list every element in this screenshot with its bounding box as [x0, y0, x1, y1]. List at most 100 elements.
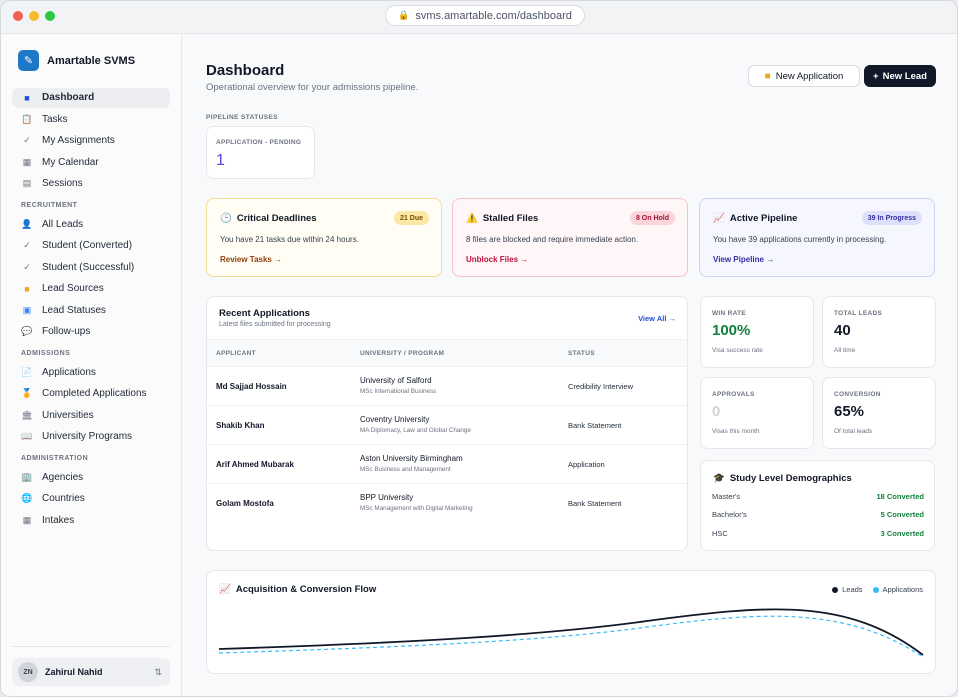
alert-title-text: Active Pipeline	[729, 213, 798, 224]
sidebar-item-label: Lead Statuses	[42, 304, 106, 316]
legend-label: Applications	[882, 585, 923, 594]
sidebar-item-dashboard[interactable]: ■ Dashboard	[12, 88, 170, 108]
new-lead-label: New Lead	[882, 70, 927, 82]
unblock-files-link[interactable]: Unblock Files →	[466, 255, 529, 264]
sidebar-item-university-programs[interactable]: 📖 University Programs	[12, 427, 170, 447]
table-row[interactable]: Shakib Khan Coventry University MA Diplo…	[207, 406, 687, 445]
sidebar-item-student-successful[interactable]: ✓ Student (Successful)	[12, 258, 170, 278]
sidebar-item-intakes[interactable]: ▦ Intakes	[12, 511, 170, 531]
table-row[interactable]: Golam Mostofa BPP University MSc Managem…	[207, 484, 687, 523]
calendar-icon: ▦	[22, 156, 32, 167]
sidebar-item-tasks[interactable]: 📋 Tasks	[12, 110, 170, 130]
sidebar-item-lead-statuses[interactable]: ▣ Lead Statuses	[12, 301, 170, 321]
url-text: svms.amartable.com/dashboard	[415, 9, 572, 22]
stat-label: TOTAL LEADS	[834, 310, 883, 317]
medal-icon: 🏅	[21, 388, 33, 399]
table-row[interactable]: Arif Ahmed Mubarak Aston University Birm…	[207, 445, 687, 484]
main-content: Dashboard Operational overview for your …	[182, 34, 957, 696]
maximize-window-button[interactable]	[45, 11, 55, 21]
application-status: Application	[568, 460, 605, 469]
demographic-row: Bachelor's 5 Converted	[712, 510, 924, 522]
application-status: Credibility Interview	[568, 382, 634, 391]
pipeline-status-card[interactable]: APPLICATION - PENDING 1	[206, 126, 315, 179]
sidebar-item-applications[interactable]: 📄 Applications	[12, 363, 170, 383]
stat-label: WIN RATE	[712, 310, 747, 317]
sidebar-item-label: My Assignments	[42, 135, 115, 147]
acquisition-conversion-flow-panel: 📈 Acquisition & Conversion Flow Leads App…	[206, 570, 936, 674]
browser-titlebar: 🔒 svms.amartable.com/dashboard	[1, 1, 957, 34]
section-heading-recruitment: RECRUITMENT	[21, 201, 78, 209]
applicant-name: Md Sajjad Hossain	[216, 382, 287, 391]
column-header-applicant[interactable]: APPLICANT	[216, 350, 256, 357]
table-row[interactable]: Md Sajjad Hossain University of Salford …	[207, 367, 687, 406]
close-window-button[interactable]	[13, 11, 23, 21]
sidebar-item-countries[interactable]: 🌐 Countries	[12, 489, 170, 509]
folder-icon: ■	[764, 70, 771, 82]
address-bar[interactable]: 🔒 svms.amartable.com/dashboard	[385, 5, 585, 26]
review-tasks-link[interactable]: Review Tasks →	[220, 255, 283, 264]
alert-text: 8 files are blocked and require immediat…	[466, 235, 639, 244]
sidebar-item-label: My Calendar	[42, 156, 99, 168]
pipeline-statuses-heading: PIPELINE STATUSES	[206, 114, 278, 121]
check-icon: ✓	[23, 135, 31, 146]
sidebar-item-label: Countries	[42, 493, 85, 505]
applicant-name: Arif Ahmed Mubarak	[216, 460, 294, 469]
calendar-icon: ▦	[22, 514, 32, 525]
applicant-name: Shakib Khan	[216, 421, 265, 430]
legend-item-leads: Leads	[832, 585, 863, 594]
legend-dot	[872, 586, 879, 593]
sidebar-item-completed-applications[interactable]: 🏅 Completed Applications	[12, 384, 170, 404]
total-leads-card: TOTAL LEADS 40 All time	[822, 296, 936, 368]
view-pipeline-link[interactable]: View Pipeline →	[713, 255, 775, 264]
alert-text: You have 39 applications currently in pr…	[713, 235, 887, 244]
sidebar-item-label: Applications	[42, 366, 96, 378]
new-application-button[interactable]: ■ New Application	[748, 65, 860, 87]
chat-icon: 💬	[21, 326, 33, 337]
sidebar-item-label: Sessions	[42, 178, 83, 190]
sidebar-item-label: Agencies	[42, 471, 84, 483]
sidebar-item-sessions[interactable]: ▤ Sessions	[12, 174, 170, 194]
applications-series-line	[218, 615, 924, 658]
pipeline-status-label: APPLICATION - PENDING	[216, 139, 302, 146]
column-header-university[interactable]: UNIVERSITY / PROGRAM	[360, 350, 445, 357]
chart-legend: Leads Applications	[832, 585, 923, 594]
alert-title: ⚠️ Stalled Files	[466, 213, 538, 224]
sidebar-item-agencies[interactable]: 🏢 Agencies	[12, 468, 170, 488]
view-all-link[interactable]: View All →	[638, 314, 676, 323]
sidebar-item-follow-ups[interactable]: 💬 Follow-ups	[12, 322, 170, 342]
legend-label: Leads	[842, 585, 863, 594]
demographic-row: HSC 3 Converted	[712, 529, 924, 541]
sidebar-item-universities[interactable]: 🏛 Universities	[12, 406, 170, 426]
sidebar-item-lead-sources[interactable]: ■ Lead Sources	[12, 279, 170, 299]
study-level-demographics-panel: 🎓 Study Level Demographics Master's 18 Co…	[700, 460, 935, 551]
flow-chart	[218, 608, 924, 658]
brand[interactable]: ✎ Amartable SVMS	[18, 50, 135, 71]
user-menu[interactable]: ZN Zahirul Nahid ⇅	[12, 658, 170, 686]
stat-caption: Visa success rate	[712, 347, 763, 354]
divider	[12, 646, 170, 647]
legend-item-applications: Applications	[872, 585, 923, 594]
applicant-name: Golam Mostofa	[216, 499, 274, 508]
sidebar-item-label: Intakes	[42, 514, 75, 526]
section-heading-administration: ADMINISTRATION	[21, 454, 89, 462]
globe-icon: 🌐	[21, 493, 33, 504]
check-icon: ✓	[23, 240, 31, 251]
sidebar-item-student-converted[interactable]: ✓ Student (Converted)	[12, 236, 170, 256]
sidebar-item-my-assignments[interactable]: ✓ My Assignments	[12, 131, 170, 151]
university-name: BPP University	[360, 493, 414, 502]
table-header: APPLICANT UNIVERSITY / PROGRAM STATUS	[207, 339, 687, 367]
user-name: Zahirul Nahid	[45, 667, 103, 677]
panel-title: Recent Applications	[219, 308, 310, 319]
sidebar-item-label: Lead Sources	[42, 283, 104, 295]
sidebar-item-my-calendar[interactable]: ▦ My Calendar	[12, 153, 170, 173]
sidebar-item-label: Student (Converted)	[42, 240, 133, 252]
column-header-status[interactable]: STATUS	[568, 350, 595, 357]
new-lead-button[interactable]: + New Lead	[864, 65, 936, 87]
sidebar-item-label: Student (Successful)	[42, 261, 135, 273]
minimize-window-button[interactable]	[29, 11, 39, 21]
sidebar-item-all-leads[interactable]: 👤 All Leads	[12, 215, 170, 235]
avatar: ZN	[18, 662, 38, 682]
chart-icon: 📈	[219, 584, 231, 595]
document-icon: 📄	[21, 366, 33, 377]
